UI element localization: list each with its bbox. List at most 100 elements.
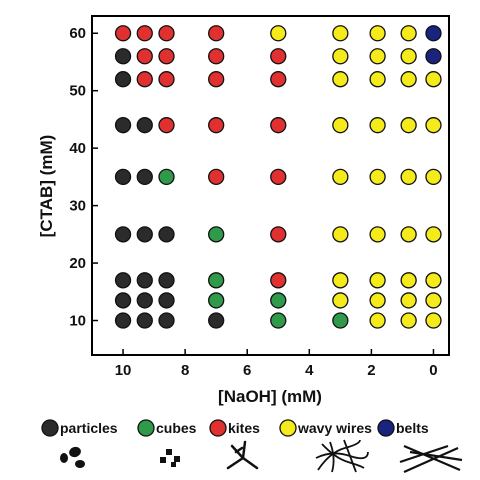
x-tick-label: 0: [429, 362, 437, 379]
point-wavy-wires: [369, 25, 386, 42]
point-kites: [158, 48, 175, 65]
point-kites: [136, 25, 153, 42]
point-particles: [114, 226, 132, 243]
point-wavy-wires: [369, 226, 386, 243]
point-wavy-wires: [369, 48, 386, 65]
point-particles: [208, 312, 225, 329]
point-wavy-wires: [369, 292, 386, 309]
point-kites: [208, 25, 225, 42]
point-particles: [114, 117, 132, 134]
legend-label-kites: kites: [228, 420, 260, 436]
point-particles: [136, 226, 153, 243]
point-wavy-wires: [369, 168, 386, 186]
y-axis-title: [CTAB] (mM): [37, 135, 56, 238]
point-cubes: [332, 312, 349, 329]
point-particles: [114, 312, 132, 329]
legend: particles cubes kites wavy wires belts: [41, 419, 429, 437]
point-wavy-wires: [332, 71, 349, 88]
y-tick-label: 30: [69, 198, 86, 215]
x-tick-label: 6: [243, 362, 251, 379]
point-kites: [270, 272, 287, 289]
legend-marker-wavy-wires: [279, 419, 297, 437]
point-wavy-wires: [332, 25, 349, 42]
point-particles: [114, 71, 132, 88]
y-tick-label: 50: [69, 83, 86, 100]
point-particles: [158, 272, 175, 289]
point-wavy-wires: [332, 226, 349, 243]
legend-marker-cubes: [137, 419, 155, 437]
point-belts: [425, 25, 442, 42]
point-wavy-wires: [400, 272, 417, 289]
point-kites: [270, 117, 287, 134]
point-kites: [158, 71, 175, 88]
x-axis-title: [NaOH] (mM): [218, 387, 322, 406]
point-wavy-wires: [425, 117, 442, 134]
point-kites: [270, 48, 287, 65]
point-kites: [270, 71, 287, 88]
point-kites: [158, 25, 175, 42]
point-wavy-wires: [400, 226, 417, 243]
legend-label-belts: belts: [396, 420, 429, 436]
point-wavy-wires: [425, 168, 442, 186]
point-kites: [208, 48, 225, 65]
legend-label-particles: particles: [60, 420, 118, 436]
point-kites: [270, 168, 287, 186]
particles-schematic-icon: [60, 446, 85, 468]
point-wavy-wires: [400, 25, 417, 42]
point-particles: [136, 117, 153, 134]
point-wavy-wires: [400, 292, 417, 309]
point-belts: [425, 48, 442, 65]
y-tick-label: 40: [69, 140, 86, 157]
point-wavy-wires: [270, 25, 287, 42]
point-particles: [114, 168, 132, 186]
point-wavy-wires: [369, 312, 386, 329]
y-tick-label: 60: [69, 25, 86, 42]
y-tick-label: 20: [69, 255, 86, 272]
plot-frame: [91, 15, 450, 356]
point-cubes: [270, 292, 287, 309]
point-particles: [158, 226, 175, 243]
x-tick-label: 4: [305, 362, 314, 379]
point-kites: [208, 117, 225, 134]
legend-label-wavy-wires: wavy wires: [297, 420, 372, 436]
point-wavy-wires: [400, 312, 417, 329]
point-kites: [270, 226, 287, 243]
point-wavy-wires: [425, 71, 442, 88]
point-kites: [158, 117, 175, 134]
point-particles: [136, 272, 153, 289]
belts-schematic-icon: [399, 444, 463, 474]
x-tick-label: 10: [115, 362, 132, 379]
wavy-wires-schematic-icon: [315, 439, 369, 473]
legend-marker-particles: [41, 419, 59, 437]
point-wavy-wires: [332, 48, 349, 65]
point-particles: [136, 292, 153, 309]
point-kites: [208, 71, 225, 88]
point-cubes: [208, 226, 225, 243]
point-cubes: [208, 292, 225, 309]
point-particles: [136, 312, 153, 329]
legend-marker-belts: [377, 419, 395, 437]
legend-label-cubes: cubes: [156, 420, 197, 436]
point-kites: [114, 25, 132, 42]
point-kites: [208, 168, 225, 186]
x-tick-label: 2: [367, 362, 375, 379]
point-cubes: [270, 312, 287, 329]
point-wavy-wires: [369, 71, 386, 88]
point-particles: [158, 312, 175, 329]
point-particles: [114, 272, 132, 289]
point-wavy-wires: [332, 168, 349, 186]
point-wavy-wires: [400, 117, 417, 134]
y-tick-label: 10: [69, 313, 86, 330]
legend-marker-kites: [209, 419, 227, 437]
point-wavy-wires: [425, 272, 442, 289]
point-cubes: [208, 272, 225, 289]
point-wavy-wires: [425, 312, 442, 329]
point-wavy-wires: [425, 226, 442, 243]
point-kites: [136, 48, 153, 65]
point-wavy-wires: [369, 117, 386, 134]
point-particles: [158, 292, 175, 309]
point-cubes: [158, 168, 175, 186]
kites-schematic-icon: [226, 440, 259, 470]
